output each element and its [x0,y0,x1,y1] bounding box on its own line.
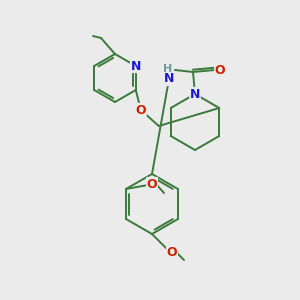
Text: H: H [164,64,172,74]
Text: O: O [147,178,157,190]
Text: O: O [167,245,177,259]
Text: N: N [164,73,174,85]
Text: N: N [130,59,141,73]
Text: O: O [136,103,146,116]
Text: N: N [190,88,200,100]
Text: O: O [215,64,225,76]
